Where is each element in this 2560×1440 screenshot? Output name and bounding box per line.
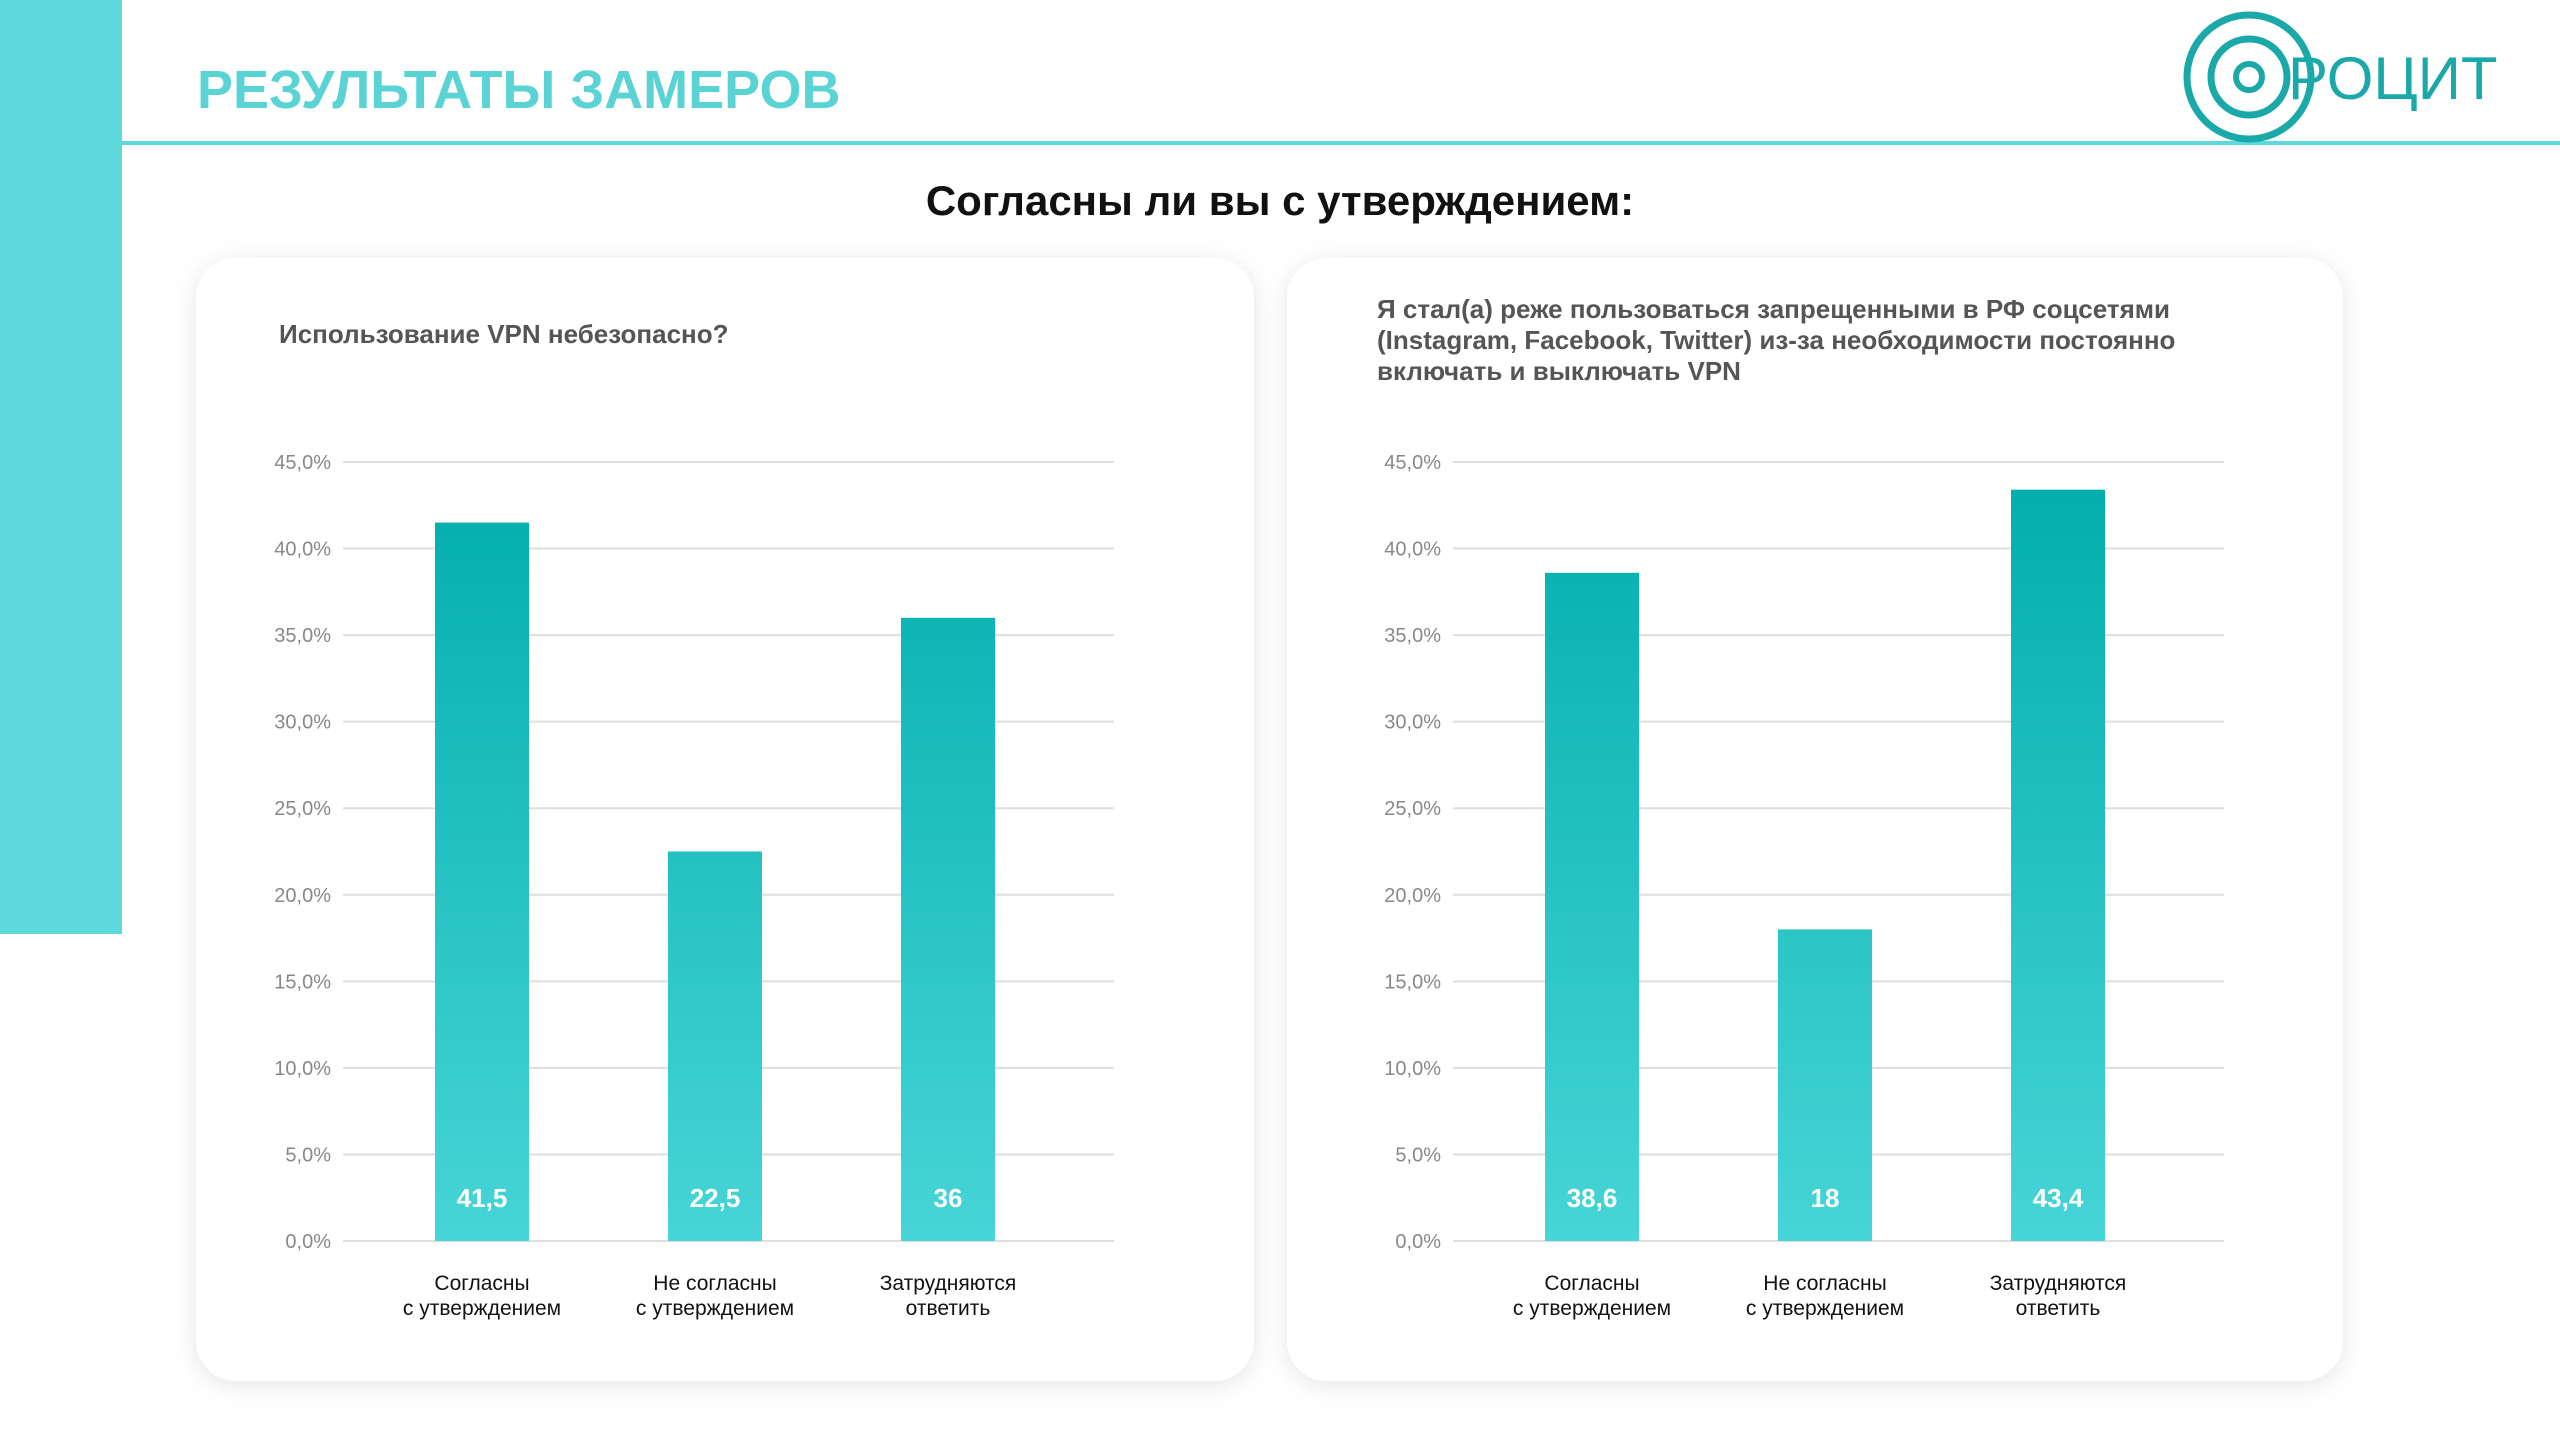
subtitle: Согласны ли вы с утверждением: <box>926 177 1634 224</box>
y-tick-label: 25,0% <box>1384 798 1441 820</box>
x-tick-label: Затрудняются <box>1990 1272 2127 1295</box>
y-tick-label: 35,0% <box>1384 625 1441 647</box>
logo: РОЦИТ <box>2183 11 2498 143</box>
y-tick-label: 5,0% <box>1395 1144 1441 1166</box>
x-tick-label: с утверждением <box>636 1297 794 1320</box>
bar <box>1545 572 1639 1241</box>
y-tick-label: 45,0% <box>274 452 331 474</box>
y-tick-label: 15,0% <box>274 971 331 993</box>
x-tick-label: Согласны <box>434 1272 529 1295</box>
x-tick-label: Согласны <box>1544 1272 1639 1295</box>
y-tick-label: 20,0% <box>1384 885 1441 907</box>
y-tick-label: 0,0% <box>285 1231 331 1253</box>
chart-title: (Instagram, Facebook, Twitter) из-за нео… <box>1377 325 2175 355</box>
y-tick-label: 30,0% <box>274 712 331 734</box>
chart-title: включать и выключать VPN <box>1377 356 1741 386</box>
x-tick-label: Затрудняются <box>880 1272 1017 1295</box>
x-tick-label: Не согласны <box>1763 1272 1886 1295</box>
y-tick-label: 35,0% <box>274 625 331 647</box>
y-tick-label: 40,0% <box>274 539 331 561</box>
y-tick-label: 40,0% <box>1384 539 1441 561</box>
y-tick-label: 0,0% <box>1395 1231 1441 1253</box>
bar <box>668 851 762 1241</box>
x-tick-label: Не согласны <box>653 1272 776 1295</box>
bar <box>435 522 529 1241</box>
side-band <box>0 0 122 934</box>
y-tick-label: 20,0% <box>274 885 331 907</box>
chart-title: Я стал(а) реже пользоваться запрещенными… <box>1377 294 2170 324</box>
x-tick-label: ответить <box>906 1297 991 1320</box>
bar <box>1778 929 1872 1241</box>
header-title: РЕЗУЛЬТАТЫ ЗАМЕРОВ <box>197 60 840 120</box>
value-label: 36 <box>934 1183 963 1213</box>
logo-text: РОЦИТ <box>2288 45 2498 112</box>
x-tick-label: ответить <box>2016 1297 2101 1320</box>
x-tick-label: с утверждением <box>403 1297 561 1320</box>
bar <box>2011 489 2105 1242</box>
bar <box>901 617 995 1241</box>
chart-title: Использование VPN небезопасно? <box>279 319 729 349</box>
value-label: 41,5 <box>457 1183 508 1213</box>
y-tick-label: 45,0% <box>1384 452 1441 474</box>
value-label: 38,6 <box>1567 1183 1618 1213</box>
x-tick-label: с утверждением <box>1513 1297 1671 1320</box>
y-tick-label: 5,0% <box>285 1144 331 1166</box>
y-tick-label: 10,0% <box>274 1058 331 1080</box>
y-tick-label: 25,0% <box>274 798 331 820</box>
y-tick-label: 30,0% <box>1384 712 1441 734</box>
value-label: 22,5 <box>690 1183 741 1213</box>
x-tick-label: с утверждением <box>1746 1297 1904 1320</box>
value-label: 43,4 <box>2033 1183 2084 1213</box>
y-tick-label: 10,0% <box>1384 1058 1441 1080</box>
value-label: 18 <box>1811 1183 1840 1213</box>
y-tick-label: 15,0% <box>1384 971 1441 993</box>
